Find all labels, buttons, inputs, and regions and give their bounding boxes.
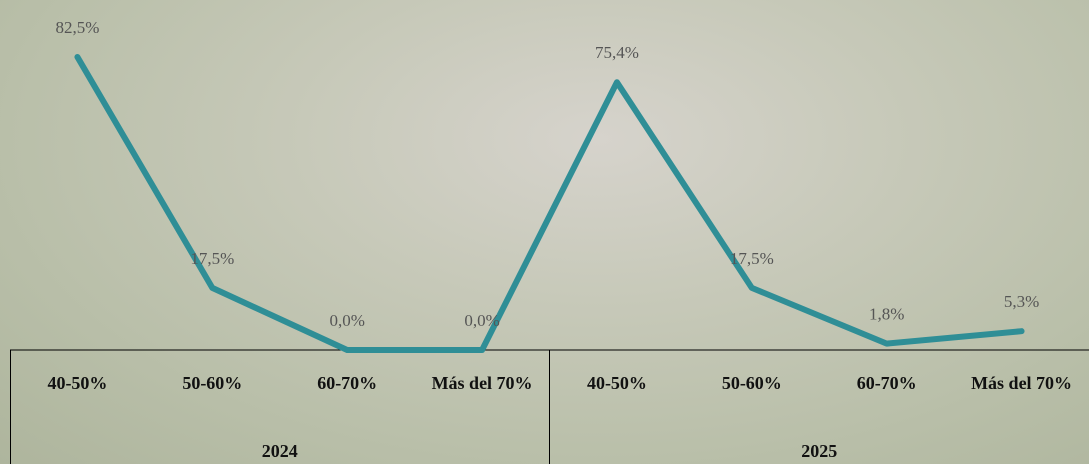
group-label: 2025 [550,441,1089,462]
x-tick-label: 40-50% [22,370,132,396]
chart: 82,5% 17,5% 0,0% 0,0% 75,4% 17,5% 1,8% 5,3% 40-… [0,0,1089,464]
value-label: 1,8% [869,305,904,324]
value-label: 0,0% [464,311,499,330]
value-label: 82,5% [55,18,99,37]
x-tick-label: Más del 70% [427,370,537,396]
value-label: 75,4% [595,43,639,62]
x-tick-label: 50-60% [697,370,807,396]
x-tick-label: 40-50% [562,370,672,396]
x-tick-label: Más del 70% [967,370,1077,396]
value-label: 17,5% [190,249,234,268]
x-tick-label: 60-70% [832,370,942,396]
value-label: 0,0% [329,311,364,330]
group-label: 2024 [10,441,550,462]
x-tick-label: 60-70% [292,370,402,396]
x-tick-label: 50-60% [157,370,267,396]
value-label: 17,5% [730,249,774,268]
value-label: 5,3% [1004,292,1039,311]
